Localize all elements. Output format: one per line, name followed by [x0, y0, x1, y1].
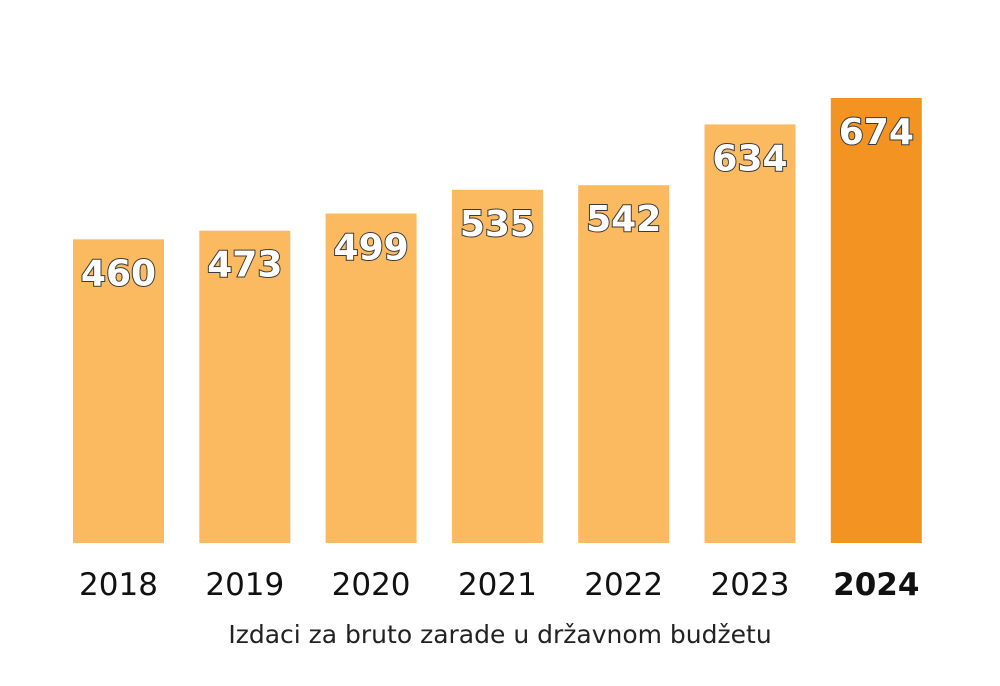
bar-2018	[73, 239, 164, 544]
value-label-2022: 542	[586, 199, 661, 240]
bar-2023	[704, 124, 796, 544]
x-tick-label-2018: 2018	[79, 567, 158, 603]
x-tick-labels-group: 2018 2019 2020 2021 2022 2023 2024	[79, 567, 919, 603]
value-label-2023: 634	[712, 138, 787, 179]
x-tick-label-2020: 2020	[332, 567, 411, 603]
value-label-2024: 674	[839, 112, 914, 153]
value-label-2018: 460	[81, 253, 156, 294]
x-tick-label-2021: 2021	[458, 567, 537, 603]
x-tick-label-2023: 2023	[711, 567, 790, 603]
bar-2022	[578, 185, 670, 543]
bar-2019	[199, 230, 291, 543]
x-tick-label-2022: 2022	[584, 567, 663, 603]
chart-caption: Izdaci za bruto zarade u državnom budžet…	[228, 620, 772, 649]
x-tick-label-2024: 2024	[833, 567, 919, 603]
bars-group	[73, 98, 922, 544]
value-label-2019: 473	[207, 245, 282, 286]
bar-2021	[451, 189, 543, 544]
value-label-2020: 499	[334, 228, 409, 269]
bar-2020	[325, 213, 417, 543]
bar-2024	[830, 98, 922, 543]
x-tick-label-2019: 2019	[205, 567, 284, 603]
value-labels-group: 460 473 499 535 542 634 674	[80, 111, 915, 295]
value-label-2021: 535	[460, 204, 535, 245]
